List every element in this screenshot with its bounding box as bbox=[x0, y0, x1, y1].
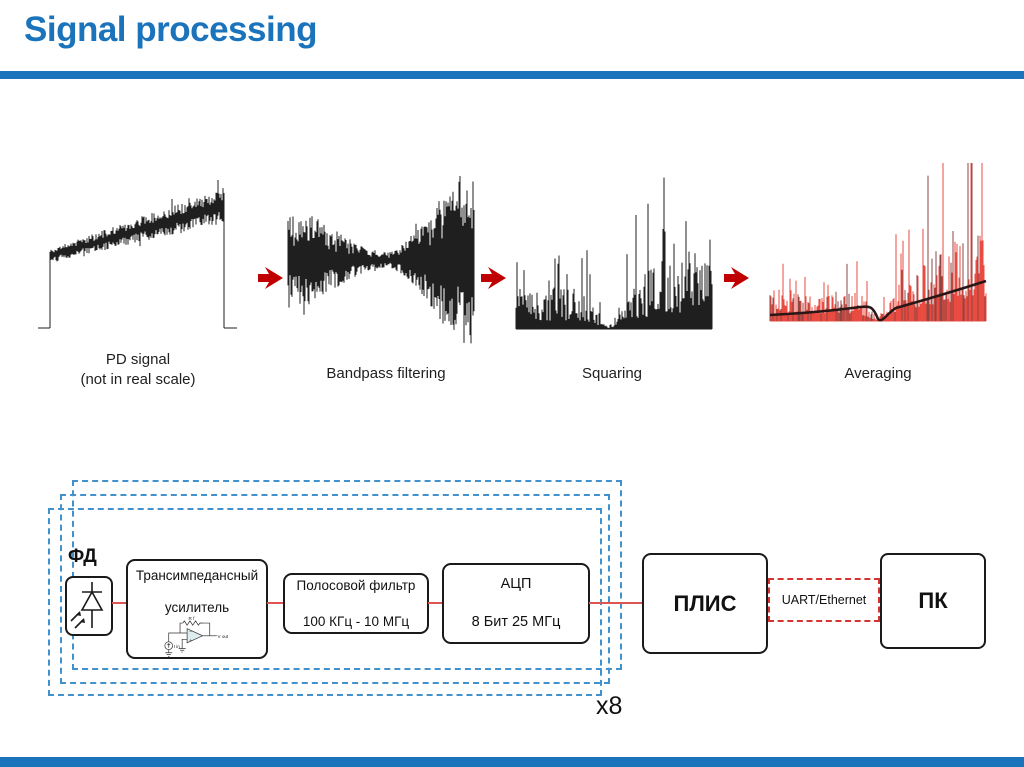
pd-signal-label: PD signal (not in real scale) bbox=[80, 351, 196, 388]
adc-block: АЦП 8 Бит 25 МГц bbox=[442, 563, 590, 644]
flow-arrow-icon bbox=[724, 267, 749, 289]
pd-signal-plot bbox=[38, 180, 237, 329]
wire-tia-filter bbox=[267, 602, 283, 604]
footer-bar bbox=[0, 757, 1024, 767]
channel-multiplier-label: x8 bbox=[596, 692, 623, 720]
tia-circuit-icon: − + R f I in V out bbox=[164, 616, 229, 657]
photodiode-label: ФД bbox=[68, 546, 97, 567]
pc-block: ПК bbox=[880, 553, 986, 649]
page-title: Signal processing bbox=[24, 10, 317, 49]
bandpass-filter-block: Полосовой фильтр 100 КГц - 10 МГц bbox=[283, 573, 429, 634]
waveform-averaging bbox=[768, 156, 988, 333]
fpga-block: ПЛИС bbox=[642, 553, 768, 654]
photodiode-block bbox=[65, 576, 113, 636]
transimpedance-amplifier-block: Трансимпедансный усилитель − + R f I i bbox=[126, 559, 268, 659]
tia-title: Трансимпедансный усилитель bbox=[135, 568, 259, 615]
svg-text:+: + bbox=[189, 639, 192, 644]
pc-label: ПК bbox=[918, 588, 948, 613]
header-divider bbox=[0, 71, 1024, 79]
adc-text: АЦП 8 Бит 25 МГц bbox=[471, 576, 561, 630]
waveform-squaring bbox=[514, 152, 714, 339]
squaring-plot bbox=[515, 177, 713, 330]
vout-label: V out bbox=[218, 634, 229, 639]
iin-label: I in bbox=[174, 644, 181, 649]
waveform-bandpass bbox=[286, 172, 476, 357]
wire-pd-tia bbox=[112, 602, 126, 604]
averaging-label: Averaging bbox=[844, 365, 912, 382]
uart-ethernet-link: UART/Ethernet bbox=[768, 578, 880, 622]
photodiode-icon bbox=[70, 582, 104, 629]
svg-text:−: − bbox=[189, 631, 192, 636]
squaring-label: Squaring bbox=[581, 365, 643, 382]
channel-stack-rect-back bbox=[72, 480, 622, 670]
wire-adc-fpga bbox=[589, 602, 642, 604]
rf-label: R f bbox=[189, 616, 196, 621]
flow-arrow-icon bbox=[481, 267, 506, 289]
averaging-plot bbox=[769, 163, 987, 322]
bandpass-label: Bandpass filtering bbox=[326, 365, 446, 382]
waveform-pd-signal bbox=[38, 178, 238, 338]
channel-stack-rect-mid bbox=[60, 494, 610, 684]
uart-ethernet-label: UART/Ethernet bbox=[781, 593, 867, 607]
flow-arrow-icon bbox=[258, 267, 283, 289]
bandpass-filter-text: Полосовой фильтр 100 КГц - 10 МГц bbox=[296, 577, 416, 629]
wire-filter-adc bbox=[428, 602, 442, 604]
bandpass-plot bbox=[287, 172, 475, 344]
fpga-label: ПЛИС bbox=[673, 590, 737, 616]
